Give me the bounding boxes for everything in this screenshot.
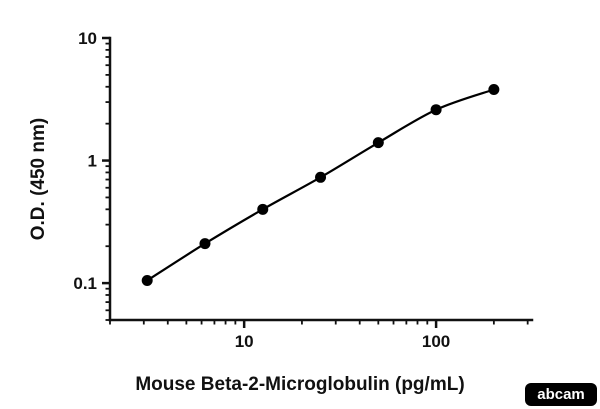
data-point bbox=[141, 275, 153, 287]
data-point bbox=[430, 104, 442, 116]
curve-line bbox=[146, 88, 495, 282]
y-axis-title: O.D. (450 nm) bbox=[28, 117, 49, 241]
data-point bbox=[488, 83, 500, 95]
data-point bbox=[372, 137, 384, 149]
x-tick-label: 10 bbox=[235, 332, 254, 351]
y-tick-label: 10 bbox=[78, 29, 97, 48]
data-point bbox=[315, 171, 327, 183]
data-point bbox=[257, 203, 269, 215]
y-tick-label: 0.1 bbox=[73, 274, 97, 293]
data-point bbox=[199, 238, 211, 250]
x-tick-label: 100 bbox=[422, 332, 450, 351]
y-tick-label: 1 bbox=[88, 152, 97, 171]
x-axis-title: Mouse Beta-2-Microglobulin (pg/mL) bbox=[135, 374, 465, 395]
brand-watermark: abcam bbox=[525, 383, 597, 406]
